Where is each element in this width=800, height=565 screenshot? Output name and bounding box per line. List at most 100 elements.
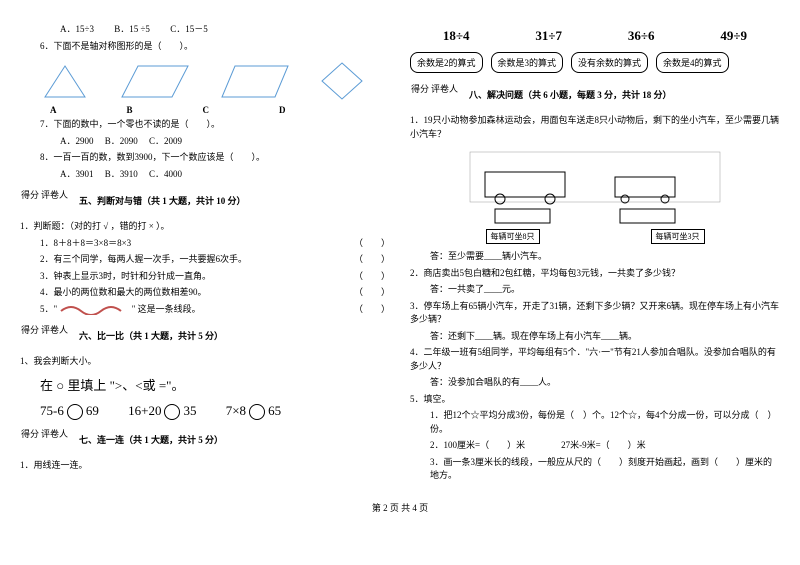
score-r: 评卷人	[40, 426, 69, 441]
s7-q1: 1．用线连一连。	[20, 459, 390, 473]
exam-page: A．15÷3 B．15 ÷5 C．15－5 6．下面不是轴对称图形的是（ ）。 …	[20, 20, 780, 486]
section-8-title: 八、解决问题（共 6 小题，每题 3 分，共计 18 分）	[469, 88, 672, 101]
shape-labels: A B C D	[50, 105, 390, 115]
s5-3-text: 3．钟表上显示3时，时针和分针成一直角。	[40, 271, 211, 281]
circle-blank	[249, 404, 265, 420]
section-5-title: 五、判断对与错（共 1 大题，共计 10 分）	[79, 194, 246, 207]
section-7-title: 七、连一连（共 1 大题，共计 5 分）	[79, 433, 223, 446]
score-table-6: 得分评卷人	[20, 322, 69, 349]
s8-q5: 5．填空。	[410, 393, 780, 407]
section-5-header: 得分评卷人 五、判断对与错（共 1 大题，共计 10 分）	[20, 187, 390, 214]
wave-icon	[59, 303, 129, 315]
pill-3: 没有余数的算式	[571, 52, 648, 73]
q8-c: C．4000	[149, 169, 182, 179]
s8-q2: 2．商店卖出5包白糖和2包红糖，平均每包3元钱，一共卖了多少钱？	[410, 267, 780, 281]
section-7-header: 得分评卷人 七、连一连（共 1 大题，共计 5 分）	[20, 426, 390, 453]
s8-q2-answer: 答：一共卖了____元。	[430, 283, 780, 297]
pill-4: 余数是4的算式	[656, 52, 729, 73]
eq-2: 31÷7	[535, 28, 562, 44]
score-l: 得分	[20, 322, 40, 337]
vehicle-illustration: 每辆可坐8只 每辆可坐3只	[430, 147, 760, 244]
comparison-row: 75-6 69 16+20 35 7×8 65	[40, 400, 370, 420]
q8-b: B．3910	[105, 169, 138, 179]
section-6-title: 六、比一比（共 1 大题，共计 5 分）	[79, 329, 223, 342]
s5-item-5: 5．" " 这是一条线段。 （ ）	[40, 303, 390, 317]
comp-b: 16+20	[128, 403, 161, 418]
page-footer: 第 2 页 共 4 页	[20, 501, 780, 514]
circle-blank	[67, 404, 83, 420]
score-r: 评卷人	[40, 322, 69, 337]
trapezoid-icon	[120, 64, 190, 99]
s5-5-blank: （ ）	[354, 303, 390, 317]
section-6-header: 得分评卷人 六、比一比（共 1 大题，共计 5 分）	[20, 322, 390, 349]
opt-a: A．15÷3	[60, 24, 94, 34]
s8-q4: 4．二年级一班有5组同学，平均每组有5个．"六·一"节有21人参加合唱队。没参加…	[410, 346, 780, 373]
s5-head: 1．判断题：（对的打 √ ，错的打 × ）。	[20, 220, 390, 234]
left-column: A．15÷3 B．15 ÷5 C．15－5 6．下面不是轴对称图形的是（ ）。 …	[20, 20, 390, 486]
s5-item-3: 3．钟表上显示3时，时针和分针成一直角。 （ ）	[40, 270, 390, 284]
s8-q1: 1．19只小动物参加森林运动会，用面包车送走8只小动物后，剩下的坐小汽车，至少需…	[410, 114, 780, 141]
label-d: D	[279, 105, 286, 115]
s5-2-text: 2．有三个同学，每两人握一次手，一共要握6次手。	[40, 254, 247, 264]
s8-q4-answer: 答：没参加合唱队的有____人。	[430, 376, 780, 390]
comp-c: 7×8	[226, 403, 246, 418]
s5-4-text: 4．最小的两位数和最大的两位数相差90。	[40, 287, 207, 297]
s5-item-4: 4．最小的两位数和最大的两位数相差90。（ ）	[40, 286, 390, 300]
s5-item-1: 1．8＋8＋8＝3×8＝8×3 （ ）	[40, 237, 390, 251]
equation-row: 18÷4 31÷7 36÷6 49÷9	[410, 28, 780, 44]
score-l: 得分	[20, 426, 40, 441]
score-table-7: 得分评卷人	[20, 426, 69, 453]
q6-text: 6．下面不是轴对称图形的是（ ）。	[40, 40, 390, 54]
s6-prompt: 在 ○ 里填上 ">、<或 ="。	[40, 375, 370, 394]
s5-5-pre: 5．"	[40, 304, 57, 314]
q7-c: C．2009	[149, 136, 182, 146]
section-8-header: 得分评卷人 八、解决问题（共 6 小题，每题 3 分，共计 18 分）	[410, 81, 780, 108]
s8-q5-2: 2．100厘米=（ ）米 27米-9米=（ ）米	[430, 439, 780, 453]
diamond-icon	[320, 61, 365, 101]
comp-av: 69	[86, 403, 99, 418]
q5-options: A．15÷3 B．15 ÷5 C．15－5	[60, 23, 390, 37]
s5-item-2: 2．有三个同学，每两人握一次手，一共要握6次手。 （ ）	[40, 253, 390, 267]
q7-b: B．2090	[105, 136, 138, 146]
q8-text: 8．一百一百的数，数到3900，下一个数应该是（ ）。	[40, 151, 390, 165]
opt-b: B．15 ÷5	[114, 24, 150, 34]
s5-5-post: " 这是一条线段。	[132, 304, 201, 314]
pill-2: 余数是3的算式	[491, 52, 564, 73]
s8-q1-answer: 答：至少需要____辆小汽车。	[430, 250, 780, 264]
circle-blank	[164, 404, 180, 420]
grader-label: 评卷人	[40, 187, 69, 202]
parallelogram-icon	[220, 64, 290, 99]
s8-q5-3: 3．画一条3厘米长的线段，一般应从尺的（ ）刻度开始画起，画到（ ）厘米的地方。	[430, 456, 780, 483]
label-b: B	[127, 105, 133, 115]
score-r: 评卷人	[430, 81, 459, 96]
s5-3-blank: （ ）	[354, 270, 390, 284]
pill-row: 余数是2的算式 余数是3的算式 没有余数的算式 余数是4的算式	[410, 52, 780, 73]
s5-1-text: 1．8＋8＋8＝3×8＝8×3	[40, 238, 131, 248]
q8-a: A．3901	[60, 169, 94, 179]
opt-c: C．15－5	[170, 24, 208, 34]
q8-options: A．3901 B．3910 C．4000	[60, 168, 390, 182]
comp-bv: 35	[183, 403, 196, 418]
label-a: A	[50, 105, 57, 115]
eq-1: 18÷4	[443, 28, 470, 44]
bus-caption: 每辆可坐8只	[486, 229, 540, 244]
score-table: 得分评卷人	[20, 187, 69, 214]
q7-options: A．2900 B．2090 C．2009	[60, 135, 390, 149]
comp-a: 75-6	[40, 403, 64, 418]
s6-q1: 1、我会判断大小。	[20, 355, 390, 369]
pill-1: 余数是2的算式	[410, 52, 483, 73]
score-table-8: 得分评卷人	[410, 81, 459, 108]
s8-q3-answer: 答：还剩下____辆。现在停车场上有小汽车____辆。	[430, 330, 780, 344]
bus-car-scene-icon	[465, 147, 725, 227]
score-l: 得分	[410, 81, 430, 96]
s5-1-blank: （ ）	[354, 237, 390, 251]
comp-cv: 65	[268, 403, 281, 418]
q7-text: 7．下面的数中，一个零也不读的是（ ）。	[40, 118, 390, 132]
s5-2-blank: （ ）	[354, 253, 390, 267]
label-c: C	[203, 105, 210, 115]
triangle-icon	[40, 64, 90, 99]
eq-3: 36÷6	[628, 28, 655, 44]
car-caption: 每辆可坐3只	[651, 229, 705, 244]
q7-a: A．2900	[60, 136, 94, 146]
shapes-row	[40, 61, 390, 101]
